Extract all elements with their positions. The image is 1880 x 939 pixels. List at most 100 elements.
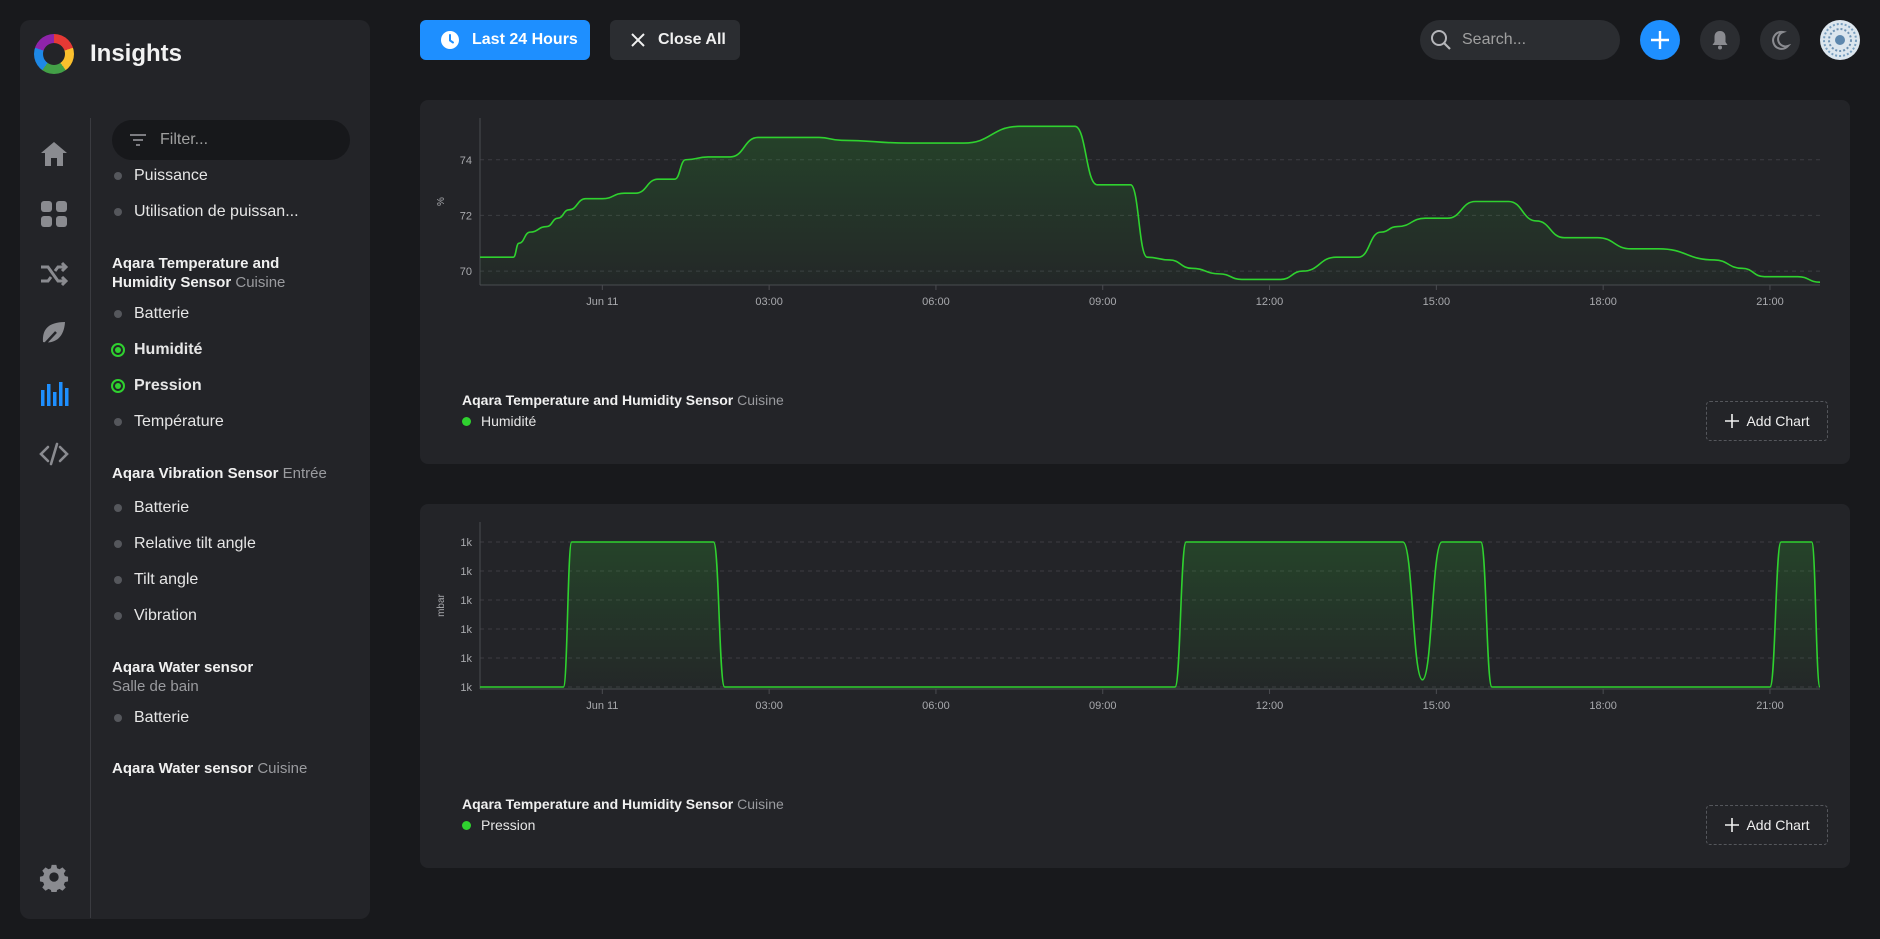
status-dot bbox=[114, 576, 122, 584]
y-tick-label: 74 bbox=[460, 155, 472, 167]
status-dot bbox=[114, 612, 122, 620]
humidity-chart: 70 72 74 Jun 11 03:00 06:00 09:00 12:00 15:00 18:… bbox=[436, 118, 1821, 308]
chart-panel: 70 72 74 Jun 11 03:00 06:00 09:00 12:00 15:00 18:… bbox=[420, 100, 1850, 464]
selected-indicator bbox=[111, 379, 125, 393]
add-chart-button[interactable]: Add Chart bbox=[1706, 401, 1828, 441]
item-label: Relative tilt angle bbox=[134, 535, 256, 552]
search-icon bbox=[1431, 30, 1451, 50]
moon-icon bbox=[1772, 30, 1791, 50]
chart-legend-title: Aqara Temperature and Humidity Sensor Cu… bbox=[462, 392, 784, 408]
x-tick-label: 18:00 bbox=[1589, 296, 1617, 308]
status-dot bbox=[114, 310, 122, 318]
item-label: Vibration bbox=[134, 607, 197, 624]
dashboard-icon[interactable] bbox=[20, 184, 88, 244]
y-tick-label: 1k bbox=[460, 653, 472, 665]
list-item[interactable]: Température bbox=[110, 413, 224, 431]
avatar-icon bbox=[1823, 23, 1857, 57]
list-item[interactable]: Tilt angle bbox=[110, 571, 198, 589]
search-input[interactable] bbox=[1460, 30, 1604, 50]
y-tick-label: 1k bbox=[460, 682, 472, 694]
list-item[interactable]: Pression bbox=[110, 377, 202, 395]
item-label: Humidité bbox=[134, 341, 203, 358]
device-location: Cuisine bbox=[737, 392, 784, 408]
device-group-header: Aqara Water sensor Salle de bain bbox=[112, 658, 272, 696]
chart-legend-series[interactable]: Pression bbox=[462, 817, 535, 833]
time-range-label: Last 24 Hours bbox=[472, 31, 578, 48]
device-location: Cuisine bbox=[737, 796, 784, 812]
y-axis-label: mbar bbox=[436, 593, 447, 616]
series-label: Pression bbox=[481, 817, 536, 833]
y-tick-label: 1k bbox=[460, 537, 472, 549]
app-logo bbox=[34, 34, 74, 74]
plus-icon bbox=[1725, 818, 1740, 832]
add-button[interactable] bbox=[1640, 20, 1680, 60]
device-group-header: Aqara Water sensor Cuisine bbox=[112, 759, 342, 778]
pressure-chart: 1k 1k 1k 1k 1k 1k Jun 11 03:00 06:00 09:00 12:00 15… bbox=[436, 522, 1821, 712]
item-label: Batterie bbox=[134, 709, 190, 726]
x-tick-label: 03:00 bbox=[755, 296, 783, 308]
x-tick-label: 03:00 bbox=[755, 700, 783, 712]
x-tick-label: 12:00 bbox=[1256, 700, 1284, 712]
device-group-header: Aqara Temperature and Humidity Sensor Cu… bbox=[112, 254, 342, 292]
close-all-button[interactable]: Close All bbox=[610, 20, 740, 60]
filter-input[interactable] bbox=[158, 130, 342, 150]
device-name: Aqara Temperature and Humidity Sensor bbox=[462, 392, 734, 408]
clock-icon bbox=[441, 31, 459, 49]
status-dot bbox=[114, 504, 122, 512]
series-line bbox=[480, 125, 1821, 284]
developer-icon[interactable] bbox=[20, 424, 88, 484]
add-chart-button[interactable]: Add Chart bbox=[1706, 805, 1828, 845]
x-tick-label: 12:00 bbox=[1256, 296, 1284, 308]
entity-tree: Puissance Utilisation de puissan... Aqar… bbox=[110, 162, 360, 919]
x-tick-label: Jun 11 bbox=[586, 296, 618, 308]
x-tick-label: 15:00 bbox=[1423, 296, 1451, 308]
item-label: Tilt angle bbox=[134, 571, 199, 588]
list-item[interactable]: Batterie bbox=[110, 499, 189, 517]
chart-legend-series[interactable]: Humidité bbox=[462, 413, 536, 429]
device-name: Aqara Water sensor bbox=[112, 659, 254, 676]
list-item[interactable]: Batterie bbox=[110, 709, 189, 727]
device-location: Cuisine bbox=[257, 760, 308, 777]
list-item[interactable]: Relative tilt angle bbox=[110, 535, 256, 553]
series-line bbox=[480, 541, 1821, 688]
plus-icon bbox=[1725, 414, 1740, 428]
nav-icon-bar bbox=[20, 124, 88, 484]
y-tick-label: 72 bbox=[460, 210, 472, 222]
theme-toggle-button[interactable] bbox=[1760, 20, 1800, 60]
search-field[interactable] bbox=[1420, 20, 1620, 60]
status-dot bbox=[114, 172, 122, 180]
list-item[interactable]: Vibration bbox=[110, 607, 197, 625]
avatar[interactable] bbox=[1820, 20, 1860, 60]
device-name: Aqara Water sensor bbox=[112, 760, 254, 777]
y-tick-label: 1k bbox=[460, 566, 472, 578]
time-range-button[interactable]: Last 24 Hours bbox=[420, 20, 590, 60]
status-dot bbox=[114, 714, 122, 722]
status-dot bbox=[114, 418, 122, 426]
item-label: Batterie bbox=[134, 499, 190, 516]
item-label: Utilisation de puissan... bbox=[134, 203, 299, 220]
device-name: Aqara Temperature and Humidity Sensor bbox=[112, 255, 280, 291]
automation-icon[interactable] bbox=[20, 244, 88, 304]
energy-icon[interactable] bbox=[20, 304, 88, 364]
list-item[interactable]: Humidité bbox=[110, 341, 202, 359]
y-tick-label: 1k bbox=[460, 624, 472, 636]
series-label: Humidité bbox=[481, 413, 537, 429]
gear-icon[interactable] bbox=[20, 847, 88, 907]
list-item[interactable]: Utilisation de puissan... bbox=[110, 203, 299, 221]
chart-panel: 1k 1k 1k 1k 1k 1k Jun 11 03:00 06:00 09:00 12:00 15… bbox=[420, 504, 1850, 868]
insights-icon[interactable] bbox=[20, 364, 88, 424]
y-tick-label: 1k bbox=[460, 595, 472, 607]
home-icon[interactable] bbox=[20, 124, 88, 184]
x-tick-label: 15:00 bbox=[1423, 700, 1451, 712]
brand[interactable]: Insights bbox=[34, 34, 182, 74]
close-all-label: Close All bbox=[658, 31, 726, 48]
notifications-button[interactable] bbox=[1700, 20, 1740, 60]
item-label: Puissance bbox=[134, 167, 208, 184]
filter-field[interactable] bbox=[112, 120, 350, 160]
device-location: Cuisine bbox=[235, 274, 286, 291]
sidebar: Insights Puissance Utilisation de puissa… bbox=[20, 20, 370, 919]
series-color-dot bbox=[462, 416, 471, 426]
list-item[interactable]: Batterie bbox=[110, 305, 189, 323]
list-item[interactable]: Puissance bbox=[110, 167, 208, 185]
plus-icon bbox=[1651, 31, 1669, 49]
